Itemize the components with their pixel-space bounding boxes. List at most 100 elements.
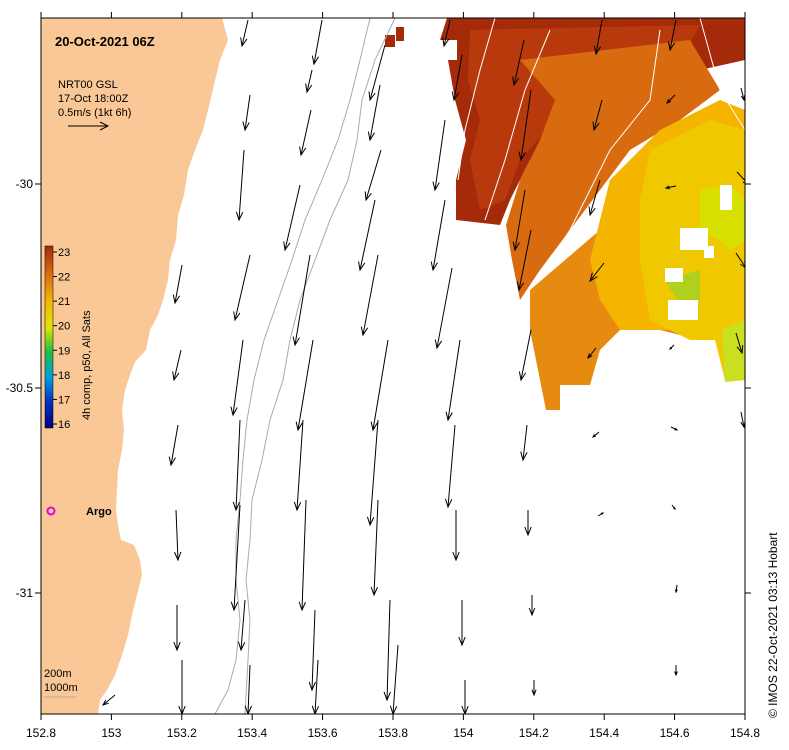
product-label: NRT00 GSL — [58, 79, 118, 91]
x-tick-label: 154.4 — [589, 726, 619, 740]
land-mass — [41, 18, 228, 714]
current-vector — [593, 19, 603, 56]
current-vector — [735, 332, 744, 355]
colorbar-tick-label: 23 — [58, 247, 70, 259]
argo-label: Argo — [86, 506, 112, 518]
current-vector — [230, 504, 241, 612]
x-tick-label: 154.8 — [730, 726, 760, 740]
current-vector — [671, 504, 676, 511]
current-vector — [308, 609, 316, 692]
x-tick-label: 152.8 — [26, 726, 56, 740]
isobath-lines — [214, 18, 396, 714]
current-vector — [597, 512, 605, 517]
isobath-shallow-label: 200m — [44, 668, 72, 680]
current-vector — [168, 424, 179, 467]
current-vector — [364, 149, 382, 202]
current-vector — [370, 499, 379, 597]
current-vector — [232, 419, 241, 512]
current-vector — [383, 599, 391, 702]
current-vector — [242, 94, 251, 132]
current-vector — [512, 39, 525, 87]
colorbar-tick-label: 16 — [58, 419, 70, 431]
current-vector — [370, 339, 389, 432]
current-vector — [592, 99, 603, 132]
colorbar-tick-label: 18 — [58, 370, 70, 382]
current-vector — [442, 19, 451, 48]
current-vector — [283, 184, 301, 252]
current-vector — [458, 600, 466, 647]
x-tick-label: 153.8 — [378, 726, 408, 740]
current-vector — [298, 499, 307, 612]
current-vector — [516, 229, 532, 292]
product-date: 17-Oct 18:00Z — [58, 93, 129, 105]
colorbar-tick-label: 20 — [58, 321, 70, 333]
current-vector — [445, 424, 456, 509]
x-tick-label: 153.6 — [308, 726, 338, 740]
current-vector — [674, 584, 678, 594]
x-axis: 152.8 153 153.2 153.4 153.6 153.8 154 154.2 154.… — [26, 12, 760, 740]
argo-marker[interactable] — [46, 506, 56, 516]
current-vector — [311, 19, 323, 66]
current-vector — [445, 339, 461, 422]
current-vector — [524, 510, 532, 537]
current-vector — [735, 252, 745, 268]
current-vector — [670, 426, 679, 431]
colorbar-label: 4h comp, p50, All Sats — [81, 310, 93, 420]
current-vector — [292, 254, 311, 347]
current-vector — [520, 424, 528, 462]
y-axis: -30 -30.5 -31 — [6, 177, 751, 600]
x-tick-label: 153.4 — [237, 726, 267, 740]
current-vector — [664, 185, 677, 190]
current-vector — [295, 339, 314, 432]
current-vector — [512, 189, 526, 252]
current-vector — [531, 680, 537, 697]
credit-text: © IMOS 22-Oct-2021 03:13 Hobart — [766, 532, 780, 718]
current-vector — [432, 119, 446, 192]
current-vector — [235, 149, 245, 222]
map-title: 20-Oct-2021 06Z — [55, 34, 155, 49]
vector-scale-label: 0.5m/s (1kt 6h) — [58, 107, 131, 119]
current-vector — [293, 419, 304, 512]
colorbar-ticks: 23 22 21 20 19 18 17 16 — [53, 247, 70, 431]
current-vector — [461, 680, 469, 714]
x-tick-label: 154.6 — [660, 726, 690, 740]
x-tick-label: 154 — [453, 726, 473, 740]
current-vector — [666, 94, 676, 104]
current-vector — [452, 510, 460, 562]
current-vector — [174, 509, 182, 562]
current-vector — [740, 87, 745, 102]
current-vector — [367, 84, 381, 142]
current-vector — [178, 660, 186, 714]
current-vector — [674, 665, 678, 677]
current-vector — [358, 199, 376, 272]
current-vector — [587, 347, 597, 360]
current-vector — [434, 267, 453, 350]
current-vector — [740, 411, 745, 429]
current-vector — [173, 605, 181, 652]
current-vector — [588, 179, 601, 217]
current-vector — [230, 339, 244, 417]
current-vector — [311, 659, 320, 714]
y-tick-label: -31 — [16, 586, 34, 600]
current-vector — [237, 599, 246, 652]
sst-field — [385, 18, 745, 410]
current-vector — [368, 44, 386, 102]
current-vector — [518, 329, 532, 382]
current-vector — [589, 262, 605, 283]
current-vector — [101, 694, 116, 706]
current-vector — [172, 349, 182, 382]
x-tick-label: 154.2 — [519, 726, 549, 740]
isobath-deep-label: 1000m — [44, 682, 78, 694]
colorbar — [44, 245, 54, 429]
colorbar-tick-label: 22 — [58, 272, 70, 284]
colorbar-tick-label: 17 — [58, 394, 70, 406]
current-vector — [669, 344, 675, 350]
x-tick-label: 153.2 — [167, 726, 197, 740]
current-vector — [233, 254, 251, 322]
current-vector — [299, 109, 312, 157]
current-vector — [430, 199, 446, 272]
y-tick-label: -30 — [16, 177, 34, 191]
current-vector — [451, 54, 463, 102]
current-vector — [518, 89, 532, 162]
